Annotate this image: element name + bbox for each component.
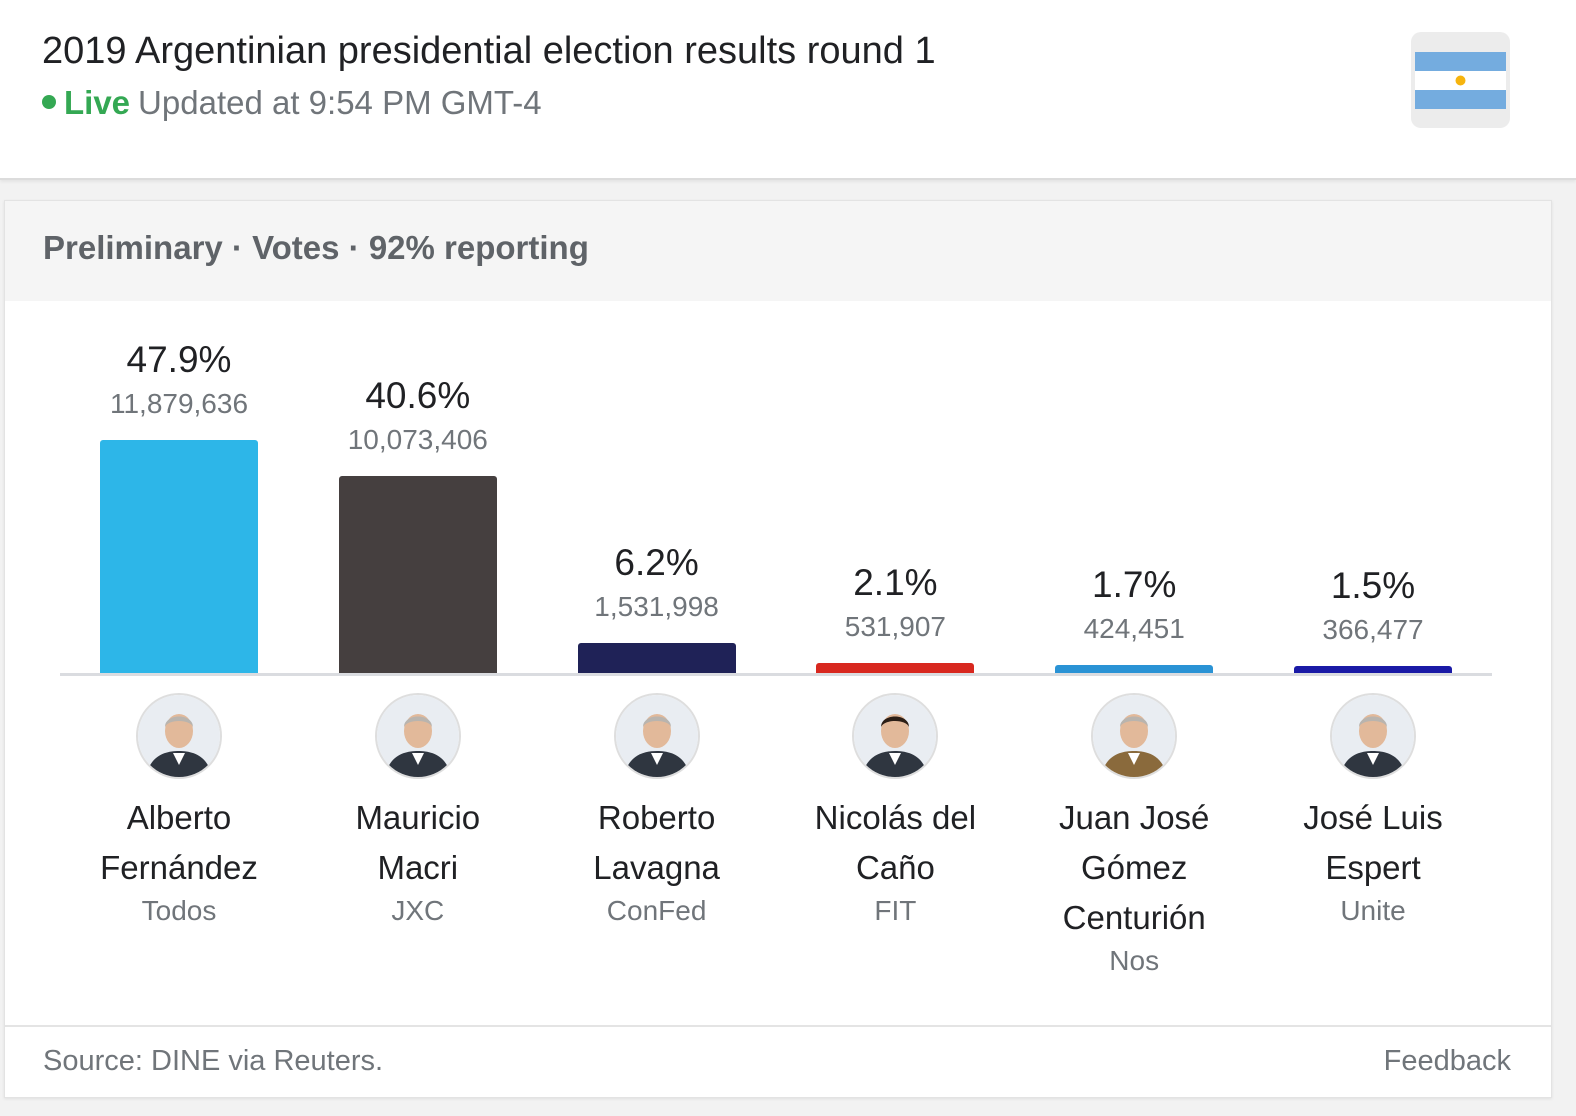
- source-text: Source: DINE via Reuters.: [43, 1045, 384, 1077]
- status-line: Live Updated at 9:54 PM GMT-4: [42, 84, 542, 122]
- reporting-status: Preliminary · Votes · 92% reporting: [43, 229, 589, 266]
- results-header: 2019 Argentinian presidential election r…: [0, 0, 1576, 180]
- card-footer: Source: DINE via Reuters. Feedback: [5, 1025, 1551, 1099]
- argentina-flag-icon: [1415, 52, 1506, 109]
- flag-tile[interactable]: [1411, 32, 1510, 128]
- updated-time: Updated at 9:54 PM GMT-4: [138, 84, 542, 121]
- results-card: Preliminary · Votes · 92% reporting Sour…: [4, 200, 1552, 1098]
- feedback-link[interactable]: Feedback: [1383, 1045, 1511, 1077]
- live-dot-icon: [42, 95, 56, 110]
- page-title: 2019 Argentinian presidential election r…: [42, 30, 936, 72]
- live-label: Live: [64, 84, 131, 121]
- results-subheader: Preliminary · Votes · 92% reporting: [5, 201, 1551, 301]
